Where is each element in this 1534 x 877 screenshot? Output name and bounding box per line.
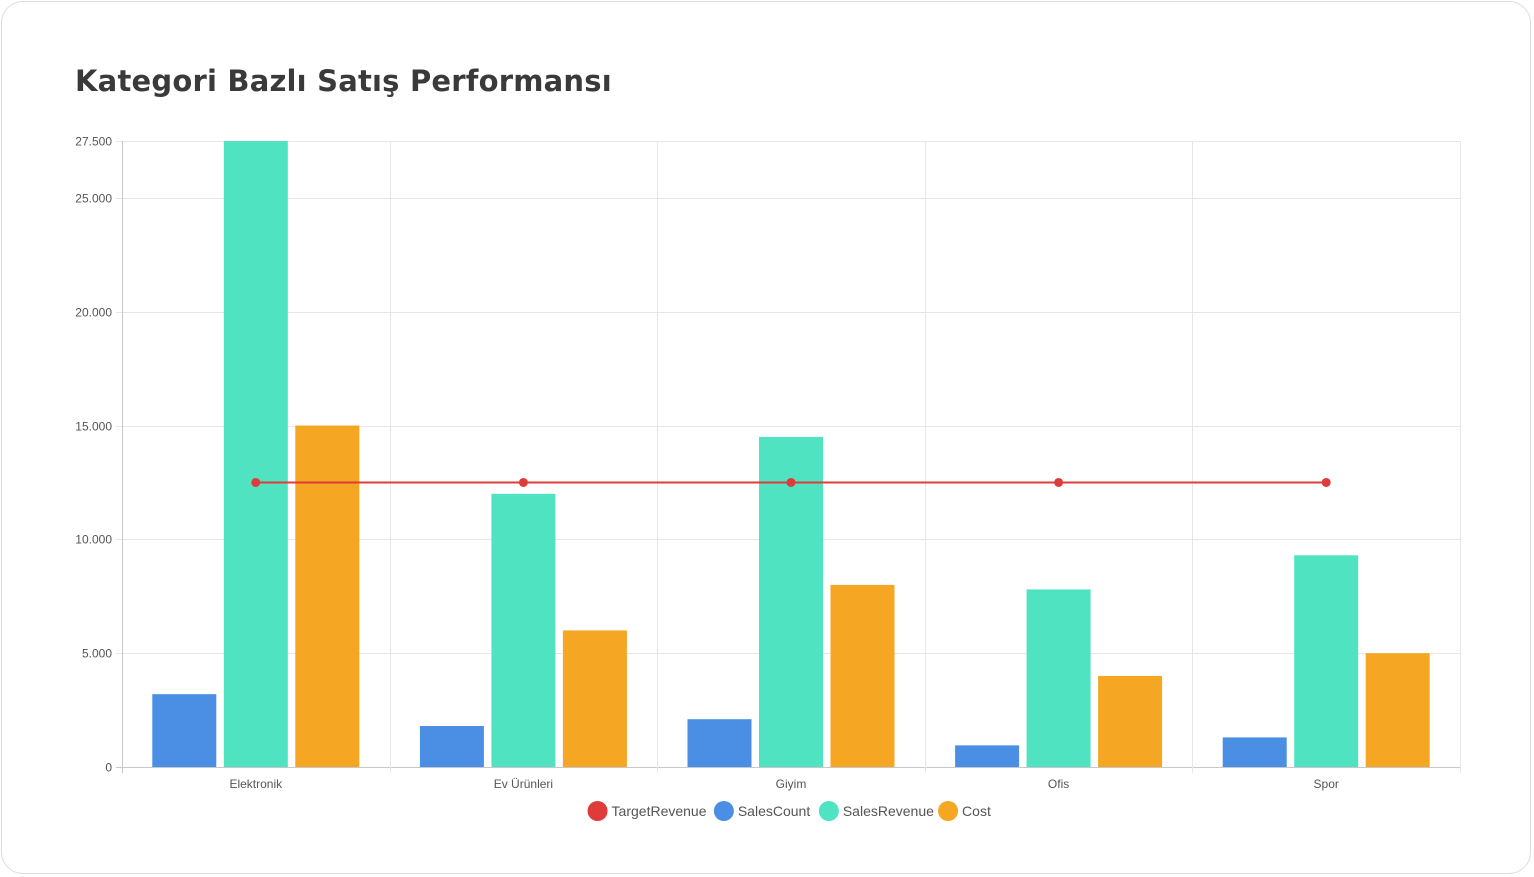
legend-item-cost[interactable]: Cost <box>938 801 991 821</box>
y-tick-label: 5.000 <box>82 647 112 661</box>
y-tick-label: 0 <box>105 761 112 775</box>
y-axis-ticks: 0 5.000 10.000 15.000 20.000 25.000 27.500 <box>75 135 112 775</box>
x-tick-label: Spor <box>1314 777 1339 791</box>
x-tick-label: Giyim <box>776 777 807 791</box>
legend-label: SalesCount <box>738 803 810 819</box>
legend-swatch <box>938 801 959 821</box>
bar-salesrevenue[interactable] <box>1294 555 1359 767</box>
legend-item-salesrevenue[interactable]: SalesRevenue <box>818 801 934 821</box>
bar-salescount[interactable] <box>1222 737 1287 767</box>
bar-cost[interactable] <box>295 425 360 767</box>
point-targetrevenue[interactable] <box>1054 477 1064 487</box>
bar-cost[interactable] <box>1098 675 1163 767</box>
bar-salesrevenue[interactable] <box>759 436 823 767</box>
legend-label: SalesRevenue <box>843 803 934 819</box>
y-tick-label: 10.000 <box>75 533 112 547</box>
x-tick-label: Ofis <box>1048 777 1069 791</box>
legend-swatch <box>587 801 608 821</box>
legend-swatch <box>818 801 839 821</box>
point-targetrevenue[interactable] <box>518 477 528 487</box>
bar-cost[interactable] <box>562 630 627 767</box>
chart-title: Kategori Bazlı Satış Performansı <box>75 64 612 98</box>
legend-label: TargetRevenue <box>612 803 707 819</box>
bar-salesrevenue[interactable] <box>223 141 288 767</box>
legend-item-salescount[interactable]: SalesCount <box>713 801 810 821</box>
y-tick-label: 15.000 <box>75 420 112 434</box>
point-targetrevenue[interactable] <box>251 477 261 487</box>
bar-salescount[interactable] <box>152 694 217 767</box>
legend-swatch <box>713 801 734 821</box>
bars <box>152 141 1430 767</box>
point-targetrevenue[interactable] <box>1321 477 1331 487</box>
target-line <box>251 477 1331 487</box>
bar-salescount[interactable] <box>687 719 752 767</box>
bar-salescount[interactable] <box>419 726 484 767</box>
bar-cost[interactable] <box>830 584 895 767</box>
x-tick-label: Elektronik <box>229 777 283 791</box>
bar-salesrevenue[interactable] <box>1026 589 1091 767</box>
bar-salescount[interactable] <box>955 745 1020 767</box>
legend[interactable]: TargetRevenue SalesCount SalesRevenue Cost <box>587 801 991 821</box>
legend-item-targetrevenue[interactable]: TargetRevenue <box>587 801 707 821</box>
legend-label: Cost <box>962 803 991 819</box>
bar-cost[interactable] <box>1365 653 1430 767</box>
x-axis-ticks: Elektronik Ev Ürünleri Giyim Ofis Spor <box>229 777 1338 791</box>
y-tick-label: 27.500 <box>75 135 112 149</box>
bar-salesrevenue[interactable] <box>491 493 556 767</box>
y-tick-label: 20.000 <box>75 306 112 320</box>
point-targetrevenue[interactable] <box>786 477 796 487</box>
y-tick-label: 25.000 <box>75 192 112 206</box>
x-tick-label: Ev Ürünleri <box>494 777 553 791</box>
